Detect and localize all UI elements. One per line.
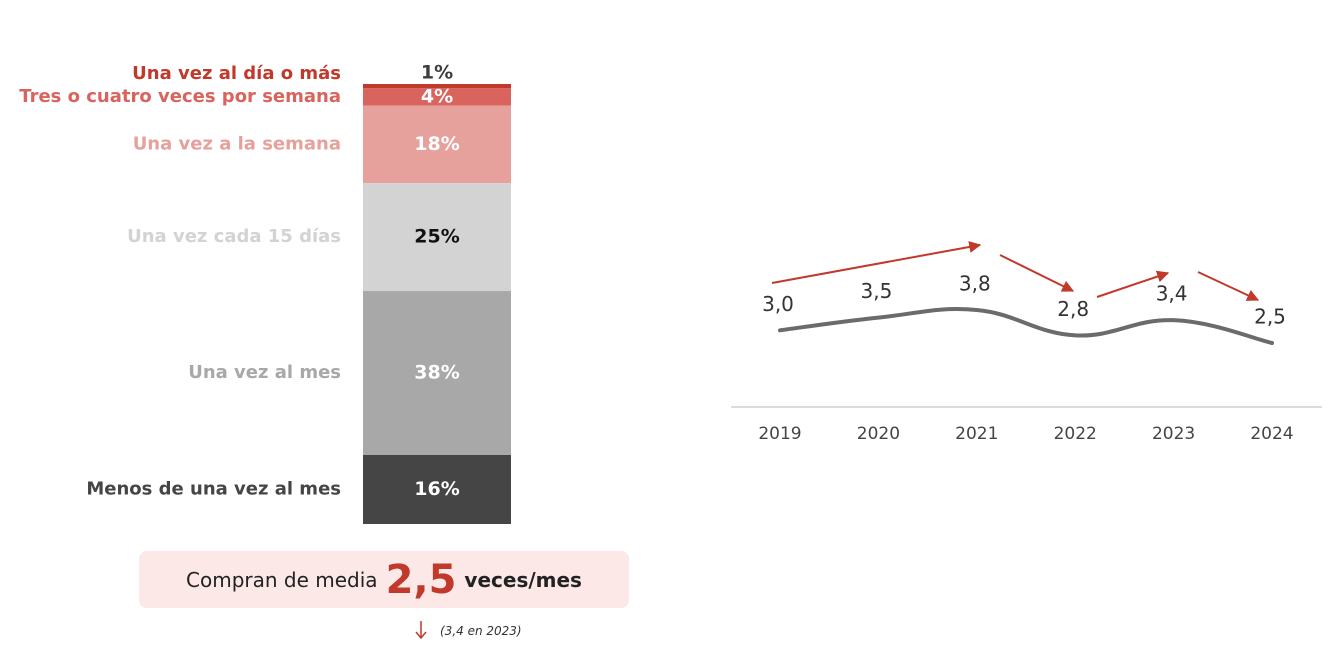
value-label: 3,4 [1156, 282, 1188, 306]
value-label: 3,5 [860, 279, 892, 303]
bar-segment [363, 183, 511, 292]
average-note: (3,4 en 2023) [440, 624, 522, 638]
legend-label: Una vez al día o más [132, 63, 341, 84]
average-value: 2,5 [385, 556, 457, 603]
average-box: Compran de media 2,5 veces/mes [139, 551, 629, 608]
down-arrow [415, 621, 427, 640]
x-tick-label: 2019 [758, 424, 801, 444]
x-tick-label: 2022 [1054, 424, 1097, 444]
x-tick-label: 2020 [857, 424, 900, 444]
bar-segment [363, 88, 511, 106]
trend-arrow [1197, 271, 1260, 301]
value-label: 16% [414, 478, 459, 500]
value-label: 4% [421, 85, 453, 107]
value-label: 2,8 [1057, 297, 1089, 321]
legend-label: Menos de una vez al mes [86, 478, 341, 499]
value-label: 18% [414, 133, 459, 155]
trend-arrows [771, 241, 1260, 301]
x-tick-label: 2021 [955, 424, 998, 444]
x-tick-label: 2023 [1152, 424, 1195, 444]
legend-label: Tres o cuatro veces por semana [19, 86, 341, 107]
bar-segment [363, 105, 511, 184]
average-prefix: Compran de media [186, 567, 378, 592]
trend-arrow [999, 254, 1075, 292]
line [778, 307, 1274, 345]
value-label: 25% [414, 226, 459, 248]
bar-segment [363, 454, 511, 524]
trend-arrow [1096, 270, 1170, 298]
trend-arrow [771, 241, 982, 284]
x-tick-label: 2024 [1250, 424, 1293, 444]
legend-label: Una vez cada 15 días [127, 226, 341, 247]
bar-segment [363, 291, 511, 455]
value-label: 38% [414, 362, 459, 384]
value-label: 2,5 [1254, 305, 1286, 329]
value-label: 1% [421, 62, 453, 84]
bar-segment [363, 84, 511, 89]
value-label: 3,0 [762, 292, 794, 316]
average-unit: veces/mes [464, 567, 582, 592]
legend-label: Una vez a la semana [133, 133, 341, 154]
value-label: 3,8 [959, 272, 991, 296]
legend-label: Una vez al mes [188, 362, 341, 383]
